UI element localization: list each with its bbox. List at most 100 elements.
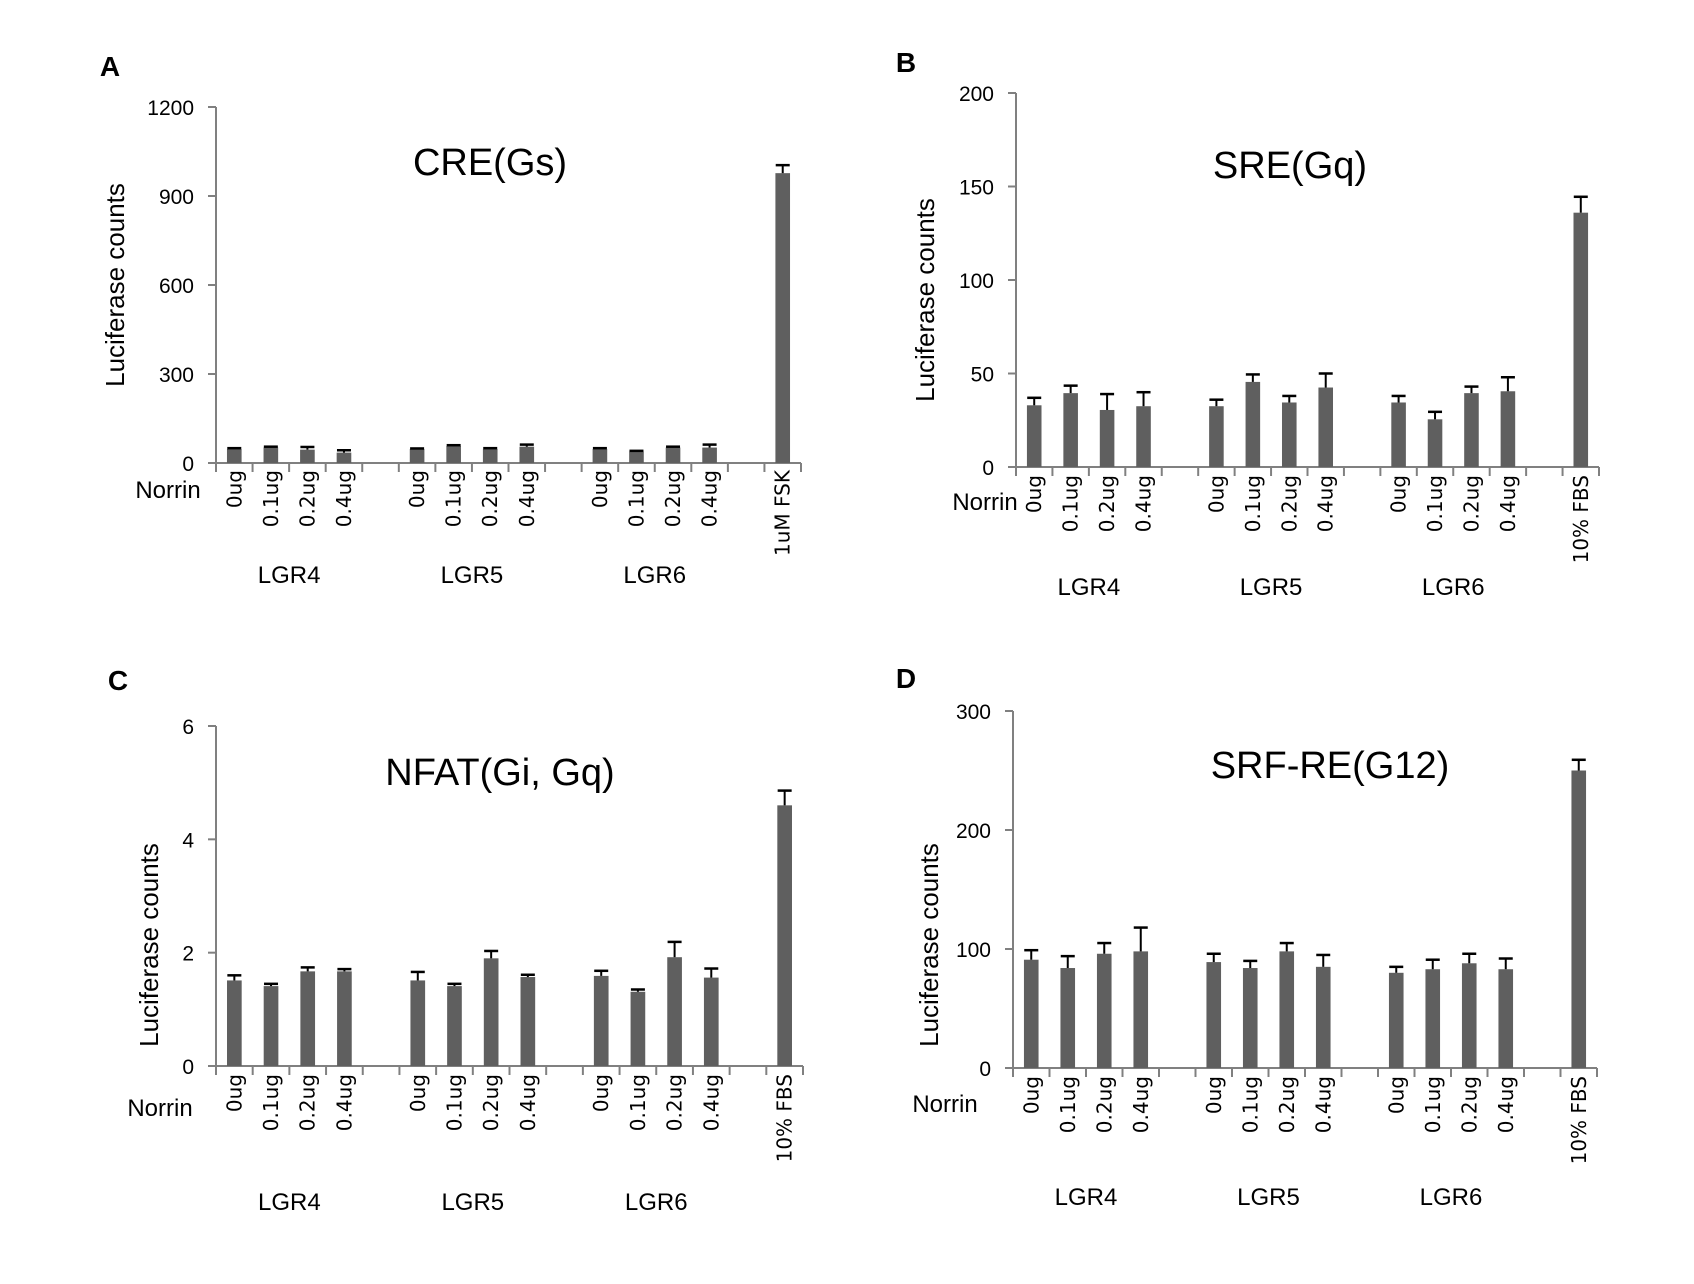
y-tick-label: 100 (956, 939, 991, 962)
bar-control (775, 173, 791, 463)
bar-control (1571, 770, 1587, 1068)
x-tick-label: 0ug (405, 470, 429, 508)
bar-lgr6-01ug (629, 451, 644, 463)
group-label: LGR6 (1420, 1184, 1483, 1211)
chart-title: SRF-RE(G12) (1211, 745, 1450, 787)
bar-lgr5-01ug (1242, 968, 1258, 1068)
bar-lgr5-01ug (447, 986, 462, 1066)
x-tick-label: 0.4ug (1494, 1076, 1518, 1133)
x-tick-label: 0.2ug (1095, 475, 1119, 532)
bar-lgr5-0ug (409, 449, 425, 463)
x-tick-label: 0ug (588, 470, 612, 508)
x-tick-label: 10% FBS (1569, 475, 1593, 563)
bar-lgr5-04ug (520, 977, 536, 1066)
bar-lgr4-0ug (1026, 405, 1042, 467)
group-label: LGR4 (1058, 574, 1121, 601)
bar-lgr5-0ug (1209, 406, 1224, 467)
panel-letter: A (100, 51, 120, 82)
bar-lgr4-0ug (226, 449, 242, 463)
panel-letter: D (896, 663, 916, 694)
bar-lgr4-04ug (1136, 406, 1151, 467)
bar-lgr6-0ug (1391, 402, 1406, 467)
chart-title: SRE(Gq) (1213, 145, 1367, 187)
x-tick-label: 0ug (1022, 475, 1046, 513)
y-tick-label: 600 (159, 275, 194, 298)
bar-lgr5-02ug (482, 449, 498, 463)
x-tick-label: 0.1ug (1056, 1076, 1080, 1133)
bar-lgr4-02ug (1099, 409, 1115, 467)
bar-lgr5-01ug (446, 446, 461, 463)
group-label: LGR6 (623, 562, 686, 589)
y-axis-label: Luciferase counts (910, 198, 940, 402)
x-tick-label: 0.2ug (1459, 475, 1483, 532)
x-tick-label: 0.1ug (442, 470, 466, 527)
bar-lgr6-02ug (665, 447, 681, 463)
bar-lgr6-04ug (702, 447, 717, 463)
x-tick-label: 0.1ug (259, 470, 283, 527)
x-tick-label: 0.1ug (442, 1074, 466, 1131)
x-tick-label: 0.2ug (1275, 1076, 1299, 1133)
x-tick-label: 0.1ug (1241, 475, 1265, 532)
x-tick-label: 0.2ug (479, 1074, 503, 1131)
y-tick-label: 4 (182, 829, 194, 852)
bar-lgr6-02ug (1461, 963, 1477, 1068)
x-axis-label: Norrin (952, 489, 1017, 516)
bar-lgr6-02ug (1464, 393, 1479, 467)
x-tick-label: 0.2ug (478, 470, 502, 527)
x-axis-label: Norrin (127, 1095, 192, 1122)
y-tick-label: 0 (982, 457, 994, 480)
y-tick-label: 900 (159, 186, 194, 209)
group-label: LGR4 (1055, 1184, 1118, 1211)
group-label: LGR5 (441, 1189, 504, 1216)
bar-lgr4-04ug (1133, 951, 1149, 1068)
bar-lgr4-0ug (227, 980, 242, 1066)
x-tick-label: 0.2ug (663, 1074, 687, 1131)
bar-lgr4-04ug (336, 452, 352, 463)
y-tick-label: 300 (159, 364, 194, 387)
y-tick-label: 50 (971, 364, 994, 387)
y-tick-label: 6 (182, 716, 194, 739)
bar-lgr5-04ug (1315, 966, 1331, 1068)
bar-lgr4-01ug (263, 447, 279, 463)
y-tick-label: 200 (956, 820, 991, 843)
panel-d: D SRF-RE(G12) Luciferase counts 0 100 200 300 N… (896, 663, 1598, 1211)
x-tick-label: 0.4ug (698, 470, 722, 527)
group-label: LGR4 (258, 1189, 321, 1216)
x-tick-label: 0.1ug (1059, 475, 1083, 532)
x-tick-label: 0.4ug (1496, 475, 1520, 532)
x-tick-label: 0.1ug (1421, 1076, 1445, 1133)
bar-lgr6-04ug (703, 977, 719, 1066)
group-label: LGR5 (1240, 574, 1303, 601)
y-tick-label: 200 (959, 83, 994, 106)
bar-lgr5-01ug (1245, 381, 1261, 467)
bar-lgr5-0ug (1206, 962, 1222, 1068)
bar-lgr5-04ug (519, 446, 535, 463)
x-tick-label: 0.4ug (1132, 475, 1156, 532)
y-tick-label: 2 (182, 943, 194, 966)
x-tick-label: 0.4ug (699, 1074, 723, 1131)
x-tick-label: 0.1ug (1238, 1076, 1262, 1133)
bar-lgr4-01ug (1063, 393, 1078, 467)
x-tick-label: 0.2ug (296, 1074, 320, 1131)
x-axis-label: Norrin (912, 1091, 977, 1118)
bar-lgr6-04ug (1500, 391, 1516, 467)
bar-lgr4-01ug (1060, 968, 1076, 1068)
x-tick-label: 10% FBS (773, 1074, 797, 1162)
bar-lgr6-01ug (1427, 419, 1443, 467)
panel-b: B SRE(Gq) Luciferase counts 0 50 100 150 200 Nor… (896, 47, 1600, 601)
x-tick-label: 0.2ug (1277, 475, 1301, 532)
x-tick-label: 0ug (589, 1074, 613, 1112)
y-axis-label: Luciferase counts (100, 183, 130, 387)
x-tick-label: 0ug (222, 1074, 246, 1112)
x-tick-label: 0.1ug (624, 470, 648, 527)
panel-letter: B (896, 47, 916, 78)
bar-lgr4-04ug (337, 971, 352, 1066)
bar-lgr4-02ug (300, 449, 315, 463)
x-tick-label: 0.4ug (332, 470, 356, 527)
x-tick-label: 0.4ug (1314, 475, 1338, 532)
x-tick-label: 0.2ug (661, 470, 685, 527)
group-label: LGR6 (1422, 574, 1485, 601)
x-tick-label: 0ug (222, 470, 246, 508)
bar-lgr6-01ug (1425, 969, 1441, 1068)
x-tick-label: 0ug (1387, 475, 1411, 513)
